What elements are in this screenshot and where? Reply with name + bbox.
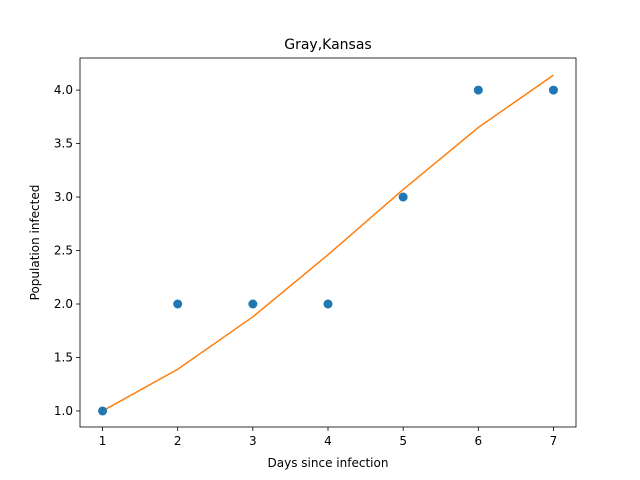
- chart-title: Gray,Kansas: [284, 37, 371, 53]
- x-axis: 1 2 3 4 5 6 7: [99, 427, 558, 448]
- x-tick-label: 1: [99, 434, 107, 448]
- x-axis-label: Days since infection: [268, 456, 389, 470]
- data-point-1: [98, 406, 108, 416]
- y-tick-label: 1.5: [54, 350, 73, 364]
- data-point-7: [548, 85, 558, 95]
- y-tick-label: 3.5: [54, 137, 73, 151]
- data-point-5: [398, 192, 408, 202]
- y-tick-label: 4.0: [54, 83, 73, 97]
- plot-area: [98, 74, 558, 416]
- y-tick-label: 2.5: [54, 244, 73, 258]
- x-tick-label: 6: [474, 434, 482, 448]
- x-tick-label: 2: [174, 434, 182, 448]
- y-tick-label: 1.0: [54, 404, 73, 418]
- x-tick-label: 7: [550, 434, 558, 448]
- x-tick-label: 3: [249, 434, 257, 448]
- y-tick-label: 2.0: [54, 297, 73, 311]
- y-axis-label: Population infected: [28, 185, 42, 301]
- x-tick-label: 5: [399, 434, 407, 448]
- data-point-6: [473, 85, 483, 95]
- data-point-4: [323, 299, 333, 309]
- data-point-2: [173, 299, 183, 309]
- y-axis: 1.0 1.5 2.0 2.5 3.0 3.5 4.0: [54, 83, 80, 418]
- x-tick-label: 4: [324, 434, 332, 448]
- trend-line: [102, 74, 554, 412]
- y-tick-label: 3.0: [54, 190, 73, 204]
- data-point-3: [248, 299, 258, 309]
